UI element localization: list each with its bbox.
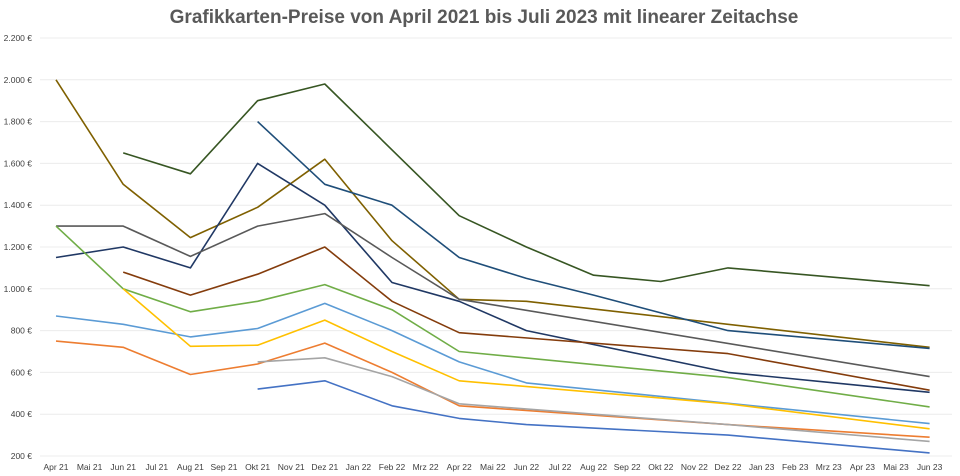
gridlines: [40, 37, 952, 457]
series-lines: [55, 79, 930, 454]
x-tick-label: Feb 22: [379, 462, 406, 472]
series-line-3: [257, 121, 930, 350]
y-tick-label: 1.600 €: [4, 158, 33, 168]
y-tick-label: 1.400 €: [4, 200, 33, 210]
x-tick-label: Jul 22: [549, 462, 572, 472]
x-tick-label: Aug 22: [580, 462, 607, 472]
x-tick-label: Apr 23: [850, 462, 875, 472]
x-tick-label: Jun 22: [514, 462, 540, 472]
x-tick-label: Nov 21: [278, 462, 305, 472]
series-line-9: [122, 288, 930, 430]
y-tick-label: 1.200 €: [4, 242, 33, 252]
x-tick-label: Jan 22: [346, 462, 372, 472]
series-line-6: [122, 246, 930, 391]
y-tick-label: 600 €: [11, 367, 33, 377]
x-tick-label: Apr 21: [43, 462, 68, 472]
x-tick-label: Okt 22: [648, 462, 673, 472]
y-axis-tick-labels: 200 € 400 € 600 € 800 € 1.000 € 1.200 € 1.400 …: [4, 33, 33, 461]
series-line-2: [55, 79, 930, 349]
x-tick-label: Mai 22: [480, 462, 506, 472]
y-tick-label: 400 €: [11, 409, 33, 419]
y-tick-label: 800 €: [11, 326, 33, 336]
series-line-8: [55, 302, 930, 425]
x-tick-label: Aug 21: [177, 462, 204, 472]
x-tick-label: Jun 23: [917, 462, 943, 472]
x-tick-label: Sep 22: [614, 462, 641, 472]
x-axis-tick-labels: Apr 21 Mai 21 Jun 21 Jul 21 Aug 21 Sep 21 Okt …: [43, 462, 942, 472]
chart-title: Grafikkarten-Preise von April 2021 bis J…: [170, 7, 799, 28]
series-line-12: [257, 379, 930, 454]
x-tick-label: Mai 21: [77, 462, 103, 472]
x-tick-label: Jan 23: [749, 462, 775, 472]
x-tick-label: Dez 22: [715, 462, 742, 472]
y-tick-label: 1.800 €: [4, 117, 33, 127]
y-tick-label: 2.200 €: [4, 33, 33, 43]
x-tick-label: Okt 21: [245, 462, 270, 472]
series-line-11: [257, 356, 930, 443]
x-tick-label: Sep 21: [211, 462, 238, 472]
x-tick-label: Feb 23: [782, 462, 809, 472]
x-tick-label: Dez 21: [311, 462, 338, 472]
series-line-7: [55, 225, 930, 408]
x-tick-label: Jun 21: [110, 462, 136, 472]
x-tick-label: Jul 21: [145, 462, 168, 472]
x-tick-label: Nov 22: [681, 462, 708, 472]
y-tick-label: 1.000 €: [4, 284, 33, 294]
series-line-5: [56, 212, 930, 378]
x-tick-label: Apr 22: [447, 462, 472, 472]
x-tick-label: Mrz 22: [413, 462, 439, 472]
y-tick-label: 2.000 €: [4, 75, 33, 85]
y-tick-label: 200 €: [11, 451, 33, 461]
x-tick-label: Mai 23: [883, 462, 909, 472]
series-line-4: [55, 162, 930, 394]
x-tick-label: Mrz 23: [816, 462, 842, 472]
series-line-1: [122, 83, 930, 287]
